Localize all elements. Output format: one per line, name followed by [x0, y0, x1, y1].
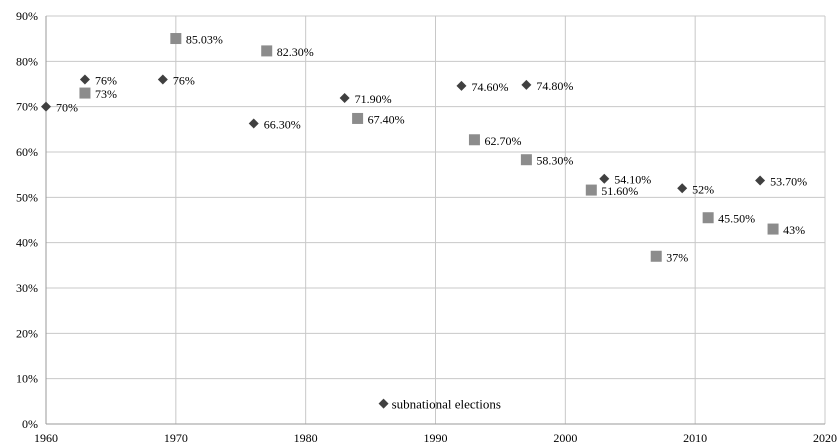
square-point: [650, 250, 662, 262]
data-label: 45.50%: [718, 212, 755, 226]
y-tick-label: 30%: [16, 281, 38, 295]
square-point: [702, 212, 714, 224]
data-label: 37%: [666, 250, 688, 264]
diamond-point: [79, 74, 90, 85]
square-point: [520, 154, 532, 166]
square-point: [585, 184, 597, 196]
diamond-point: [339, 93, 350, 104]
data-label: 74.60%: [471, 80, 508, 94]
data-marks: [41, 33, 779, 262]
data-label: 67.40%: [368, 112, 405, 126]
data-label: 43%: [783, 223, 805, 237]
square-point: [79, 87, 91, 99]
data-label: 73%: [95, 87, 117, 101]
x-tick-label: 1990: [424, 431, 448, 445]
y-tick-label: 70%: [16, 100, 38, 114]
y-tick-label: 50%: [16, 190, 38, 204]
tick-labels: 0% 10% 20% 30% 40% 50% 60% 70% 80% 90% 1960 1970 198…: [16, 9, 837, 445]
legend: subnational elections: [378, 397, 501, 412]
x-tick-label: 1980: [294, 431, 318, 445]
x-tick-label: 2010: [683, 431, 707, 445]
diamond-point: [157, 74, 168, 85]
square-point: [468, 134, 480, 146]
diamond-point: [521, 79, 532, 90]
legend-diamond-icon: [378, 398, 389, 409]
diamond-point: [41, 101, 51, 112]
data-label: 52%: [692, 182, 714, 196]
square-point: [767, 223, 779, 235]
x-tick-label: 2000: [553, 431, 577, 445]
diamond-point: [755, 175, 766, 186]
square-point: [170, 33, 182, 45]
data-label: 53.70%: [770, 175, 807, 189]
y-tick-label: 20%: [16, 326, 38, 340]
axes: [45, 16, 825, 425]
data-label: 71.90%: [355, 92, 392, 106]
data-label: 82.30%: [277, 45, 314, 59]
y-tick-label: 60%: [16, 145, 38, 159]
y-tick-label: 0%: [22, 417, 38, 431]
legend-label: subnational elections: [392, 397, 501, 412]
data-label: 58.30%: [536, 154, 573, 168]
x-tick-label: 2020: [813, 431, 837, 445]
data-label: 85.03%: [186, 33, 223, 47]
x-tick-label: 1970: [164, 431, 188, 445]
y-tick-label: 90%: [16, 9, 38, 23]
data-label: 76%: [95, 73, 117, 87]
data-labels: 70%76% 76%66.30%71.90%74.60% 74.80%54.10%5…: [56, 33, 807, 265]
square-point: [352, 112, 364, 124]
data-label: 62.70%: [484, 134, 521, 148]
diamond-point: [599, 173, 610, 184]
data-label: 74.80%: [536, 79, 573, 93]
diamond-point: [456, 80, 467, 91]
data-label: 51.60%: [601, 184, 638, 198]
y-tick-label: 10%: [16, 372, 38, 386]
y-tick-label: 80%: [16, 54, 38, 68]
diamond-point: [677, 183, 688, 194]
x-tick-label: 1960: [34, 431, 58, 445]
y-tick-label: 40%: [16, 236, 38, 250]
data-label: 66.30%: [264, 117, 301, 131]
square-point: [261, 45, 273, 57]
data-label: 54.10%: [614, 173, 651, 187]
data-label: 76%: [173, 73, 195, 87]
data-label: 70%: [56, 101, 78, 115]
grid: [46, 15, 826, 424]
diamond-point: [248, 118, 259, 129]
